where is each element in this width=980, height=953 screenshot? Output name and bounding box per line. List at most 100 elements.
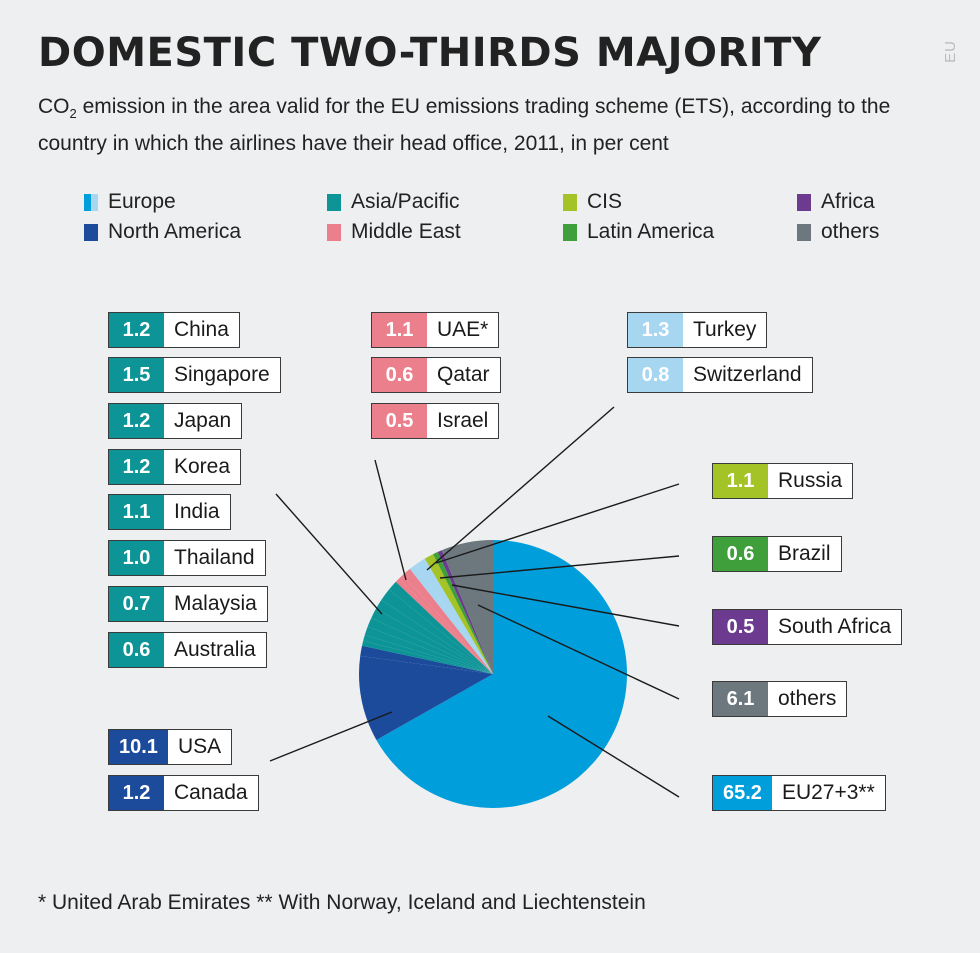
label-name: China	[174, 318, 229, 341]
label-name: UAE*	[437, 318, 489, 341]
pie-slice-korea	[371, 608, 493, 674]
leader-line-europe	[547, 715, 680, 798]
legend-label: Middle East	[351, 220, 461, 243]
pie-slice-russia	[424, 554, 493, 674]
label-name: Israel	[437, 409, 489, 432]
legend-label: Asia/Pacific	[351, 190, 460, 213]
label-value: 0.8	[628, 358, 683, 392]
pie-slice-usa	[358, 655, 493, 741]
label-value: 65.2	[713, 776, 772, 810]
label-value: 0.6	[109, 633, 164, 667]
pie-slice-canada	[360, 645, 493, 674]
legend-item-others: others	[797, 220, 879, 244]
pie-slice-thailand	[364, 626, 493, 674]
label-value: 1.2	[109, 404, 164, 438]
legend-item-africa: Africa	[797, 190, 875, 214]
legend-item-latin-america: Latin America	[563, 220, 714, 244]
legend-swatch-others	[797, 223, 811, 241]
label-switzerland: 0.8 Switzerland	[627, 357, 813, 393]
legend-swatch-cis	[563, 193, 577, 211]
label-value: 1.2	[109, 776, 164, 810]
label-name: Qatar	[437, 363, 490, 386]
label-value: 6.1	[713, 682, 768, 716]
label-name: others	[778, 687, 837, 710]
label-name: Thailand	[174, 546, 255, 569]
label-value: 1.3	[628, 313, 683, 347]
label-value: 0.7	[109, 587, 164, 621]
label-value: 1.1	[713, 464, 768, 498]
legend-swatch-africa	[797, 193, 811, 211]
label-korea: 1.2 Korea	[108, 449, 242, 485]
label-value: 0.6	[372, 358, 427, 392]
label-others: 6.1 others	[712, 681, 848, 717]
label-name: Korea	[174, 455, 231, 478]
label-brazil: 0.6 Brazil	[712, 536, 842, 572]
pie-slices	[358, 540, 627, 808]
pie-slice-china	[389, 581, 493, 674]
label-value: 0.5	[372, 404, 427, 438]
chart-title: DOMESTIC TWO-THIRDS MAJORITY	[38, 30, 822, 76]
legend-item-cis: CIS	[563, 190, 622, 214]
label-name: India	[174, 500, 220, 523]
legend-swatch-north-america	[84, 223, 98, 241]
pie-slice-japan	[375, 599, 493, 674]
label-usa: 10.1 USA	[108, 729, 233, 765]
leader-line-north-america	[269, 711, 393, 762]
label-name: Switzerland	[693, 363, 802, 386]
legend-label: Latin America	[587, 220, 715, 243]
pie-slice-australia	[362, 640, 493, 674]
legend-label: CIS	[587, 190, 623, 213]
label-value: 1.1	[372, 313, 427, 347]
label-japan: 1.2 Japan	[108, 403, 243, 439]
leader-lines	[269, 406, 680, 798]
legend-item-north-america: North America	[84, 220, 241, 244]
label-value: 1.2	[109, 450, 164, 484]
subtitle-subscript: 2	[69, 106, 77, 122]
pie-slice-switzerland	[409, 564, 493, 674]
footnote: * United Arab Emirates ** With Norway, I…	[38, 891, 646, 914]
label-thailand: 1.0 Thailand	[108, 540, 266, 576]
label-value: 10.1	[109, 730, 168, 764]
pie-slice-india	[367, 617, 493, 674]
label-value: 0.6	[713, 537, 768, 571]
pie-slice-malaysia	[363, 634, 493, 674]
pie-slice-israel	[395, 578, 493, 674]
legend-item-asia-pacific: Asia/Pacific	[327, 190, 460, 214]
leader-line-africa	[451, 584, 680, 627]
label-eu27: 65.2 EU27+3**	[712, 775, 886, 811]
legend-swatch-europe-light	[91, 193, 98, 211]
pie-slice-turkey	[415, 558, 493, 674]
pie-slice-uae	[402, 568, 493, 674]
label-malaysia: 0.7 Malaysia	[108, 586, 268, 622]
label-name: Australia	[174, 638, 256, 661]
pie-slice-brazil	[433, 551, 493, 674]
label-name: South Africa	[778, 615, 892, 638]
legend-item-middle-east: Middle East	[327, 220, 461, 244]
label-name: USA	[177, 735, 222, 758]
leader-line-middle-east	[374, 459, 407, 581]
legend-swatch-europe	[84, 193, 91, 211]
subtitle-co: CO	[38, 95, 70, 118]
label-china: 1.2 China	[108, 312, 240, 348]
label-turkey: 1.3 Turkey	[627, 312, 768, 348]
leader-line-europe-light	[426, 406, 615, 571]
label-name: EU27+3**	[781, 781, 875, 804]
pie-slice-south-africa	[437, 550, 493, 674]
label-value: 1.0	[109, 541, 164, 575]
pie-slice-qatar	[398, 575, 493, 674]
label-name: Turkey	[693, 318, 757, 341]
legend-label: North America	[108, 220, 242, 243]
subtitle-text: emission in the area valid for the EU em…	[38, 95, 891, 156]
pie-slice-singapore	[381, 589, 493, 674]
label-india: 1.1 India	[108, 494, 231, 530]
label-name: Japan	[174, 409, 232, 432]
label-name: Russia	[778, 469, 843, 492]
label-australia: 0.6 Australia	[108, 632, 267, 668]
label-value: 1.1	[109, 495, 164, 529]
leader-line-asia	[275, 493, 383, 615]
label-name: Singapore	[174, 363, 270, 386]
label-value: 1.2	[109, 313, 164, 347]
pie-slice-eu27-3	[376, 540, 627, 808]
legend-item-europe: Europe	[84, 190, 176, 214]
